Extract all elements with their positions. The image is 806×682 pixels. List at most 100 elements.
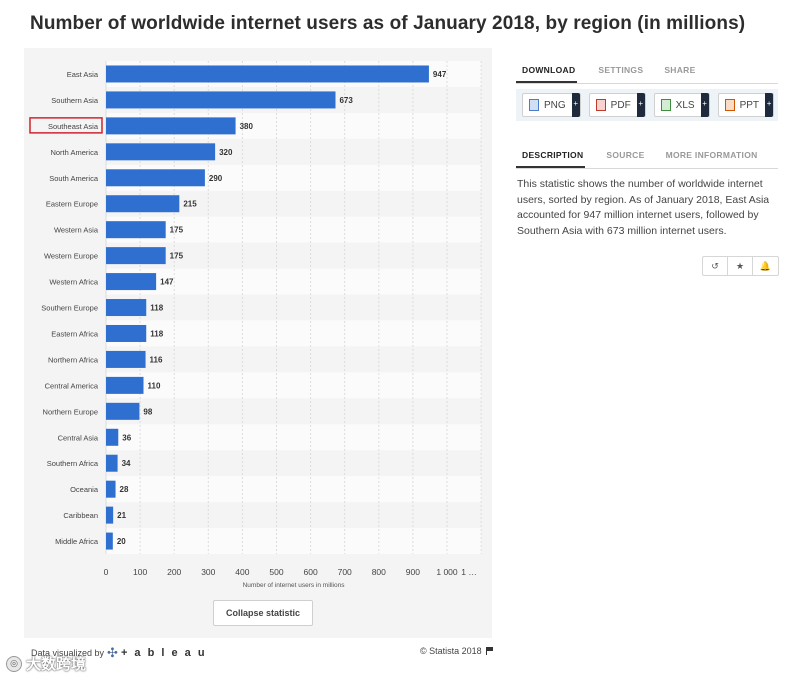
tab-more-information[interactable]: MORE INFORMATION: [665, 150, 758, 160]
plus-icon[interactable]: +: [765, 93, 774, 117]
bar: [106, 91, 336, 109]
xls-file-icon: [660, 99, 671, 111]
flag-icon[interactable]: [485, 647, 493, 655]
download-png-label: PNG: [544, 99, 566, 111]
info-tabs: DESCRIPTION SOURCE MORE INFORMATION: [516, 147, 778, 169]
data-label: 36: [122, 433, 131, 442]
tab-download[interactable]: DOWNLOAD: [516, 62, 578, 83]
x-tick-label: 1 …: [461, 567, 477, 577]
category-label: Western Asia: [54, 226, 99, 235]
category-label: Southern Africa: [47, 459, 99, 468]
category-label: Northern Africa: [48, 355, 99, 364]
x-tick-label: 1 000: [436, 567, 458, 577]
download-png-button[interactable]: PNG +: [522, 93, 581, 117]
watermark-text: 大数跨境: [26, 656, 87, 673]
x-tick-label: 900: [406, 567, 420, 577]
download-pdf-label: PDF: [610, 99, 631, 111]
bar: [106, 169, 205, 187]
action-buttons: ↺ ★ 🔔: [702, 256, 779, 276]
tableau-logo[interactable]: ✣ + a b l e a u: [107, 646, 207, 659]
bar: [106, 532, 113, 550]
data-label: 147: [160, 278, 174, 287]
x-tick-label: 500: [269, 567, 283, 577]
download-xls-label: XLS: [675, 99, 695, 111]
bar: [106, 195, 180, 213]
x-tick-label: 600: [304, 567, 318, 577]
data-label: 28: [120, 485, 129, 494]
x-tick-label: 100: [133, 567, 147, 577]
data-label: 673: [339, 96, 353, 105]
collapse-statistic-button[interactable]: Collapse statistic: [213, 600, 313, 626]
bell-icon[interactable]: 🔔: [759, 260, 772, 271]
bar: [106, 376, 144, 394]
download-pdf-button[interactable]: PDF +: [588, 93, 646, 117]
history-icon[interactable]: ↺: [703, 257, 728, 275]
bar: [106, 299, 147, 317]
data-label: 175: [170, 252, 184, 261]
x-axis-label: Number of internet users in millions: [243, 582, 346, 589]
data-label: 98: [143, 407, 152, 416]
category-label: Southern Europe: [41, 304, 98, 313]
category-label: Southeast Asia: [48, 122, 99, 131]
tab-source[interactable]: SOURCE: [606, 150, 645, 160]
category-label: Eastern Europe: [46, 200, 98, 209]
category-label: Northern Europe: [43, 407, 98, 416]
bar-chart: 947 East Asia 673 Southern Asia 380 Southeast…: [29, 61, 482, 589]
download-options: PNG + PDF + XLS + PPT +: [516, 89, 778, 121]
chart-title: Number of worldwide internet users as of…: [30, 13, 746, 34]
description-text: This statistic shows the number of world…: [517, 178, 770, 237]
category-label: Caribbean: [63, 511, 98, 520]
plus-icon[interactable]: +: [636, 93, 645, 117]
chart-panel: 947 East Asia 673 Southern Asia 380 Southeast…: [24, 48, 492, 638]
tab-description[interactable]: DESCRIPTION: [516, 147, 586, 168]
data-label: 380: [240, 122, 254, 131]
tab-share[interactable]: SHARE: [664, 65, 696, 75]
bar: [106, 117, 236, 135]
x-tick-label: 300: [201, 567, 215, 577]
row-band: [106, 372, 482, 399]
png-file-icon: [529, 99, 539, 111]
category-label: Middle Africa: [55, 537, 99, 546]
data-label: 118: [150, 329, 163, 338]
data-label: 215: [183, 200, 197, 209]
x-tick-label: 400: [235, 567, 249, 577]
category-label: South America: [49, 174, 99, 183]
tableau-cross-icon: ✣: [107, 645, 118, 660]
copyright-text[interactable]: © Statista 2018: [420, 646, 482, 656]
data-label: 110: [148, 381, 161, 390]
plus-icon[interactable]: +: [700, 93, 709, 117]
bar: [106, 428, 119, 446]
download-xls-button[interactable]: XLS +: [653, 93, 710, 117]
download-ppt-label: PPT: [739, 99, 760, 111]
star-icon[interactable]: ★: [728, 257, 753, 275]
tab-settings[interactable]: SETTINGS: [598, 65, 644, 75]
row-band: [106, 268, 482, 295]
data-label: 21: [117, 511, 126, 520]
bar: [106, 350, 146, 368]
x-tick-label: 800: [372, 567, 386, 577]
ppt-file-icon: [724, 99, 735, 111]
data-label: 118: [150, 304, 163, 313]
data-label: 290: [209, 174, 223, 183]
data-label: 175: [170, 226, 184, 235]
data-label: 320: [219, 148, 233, 157]
side-panel: DOWNLOAD SETTINGS SHARE PNG + PDF + XLS …: [516, 62, 779, 276]
footer-copyright: © Statista 2018: [420, 646, 493, 656]
download-ppt-button[interactable]: PPT +: [717, 93, 775, 117]
data-label: 34: [122, 459, 131, 468]
row-band: [106, 216, 482, 243]
category-label: Southern Asia: [51, 96, 99, 105]
x-tick-label: 200: [167, 567, 181, 577]
bar: [106, 65, 429, 83]
bar: [106, 402, 140, 420]
watermark: ◎ 大数跨境: [6, 653, 86, 674]
category-label: Oceania: [70, 485, 99, 494]
plus-icon[interactable]: +: [571, 93, 580, 117]
row-band: [106, 320, 482, 347]
bar: [106, 247, 166, 265]
category-label: Eastern Africa: [51, 329, 99, 338]
data-label: 947: [433, 70, 447, 79]
category-label: North America: [50, 148, 98, 157]
category-label: Western Europe: [44, 252, 98, 261]
bar: [106, 221, 166, 239]
